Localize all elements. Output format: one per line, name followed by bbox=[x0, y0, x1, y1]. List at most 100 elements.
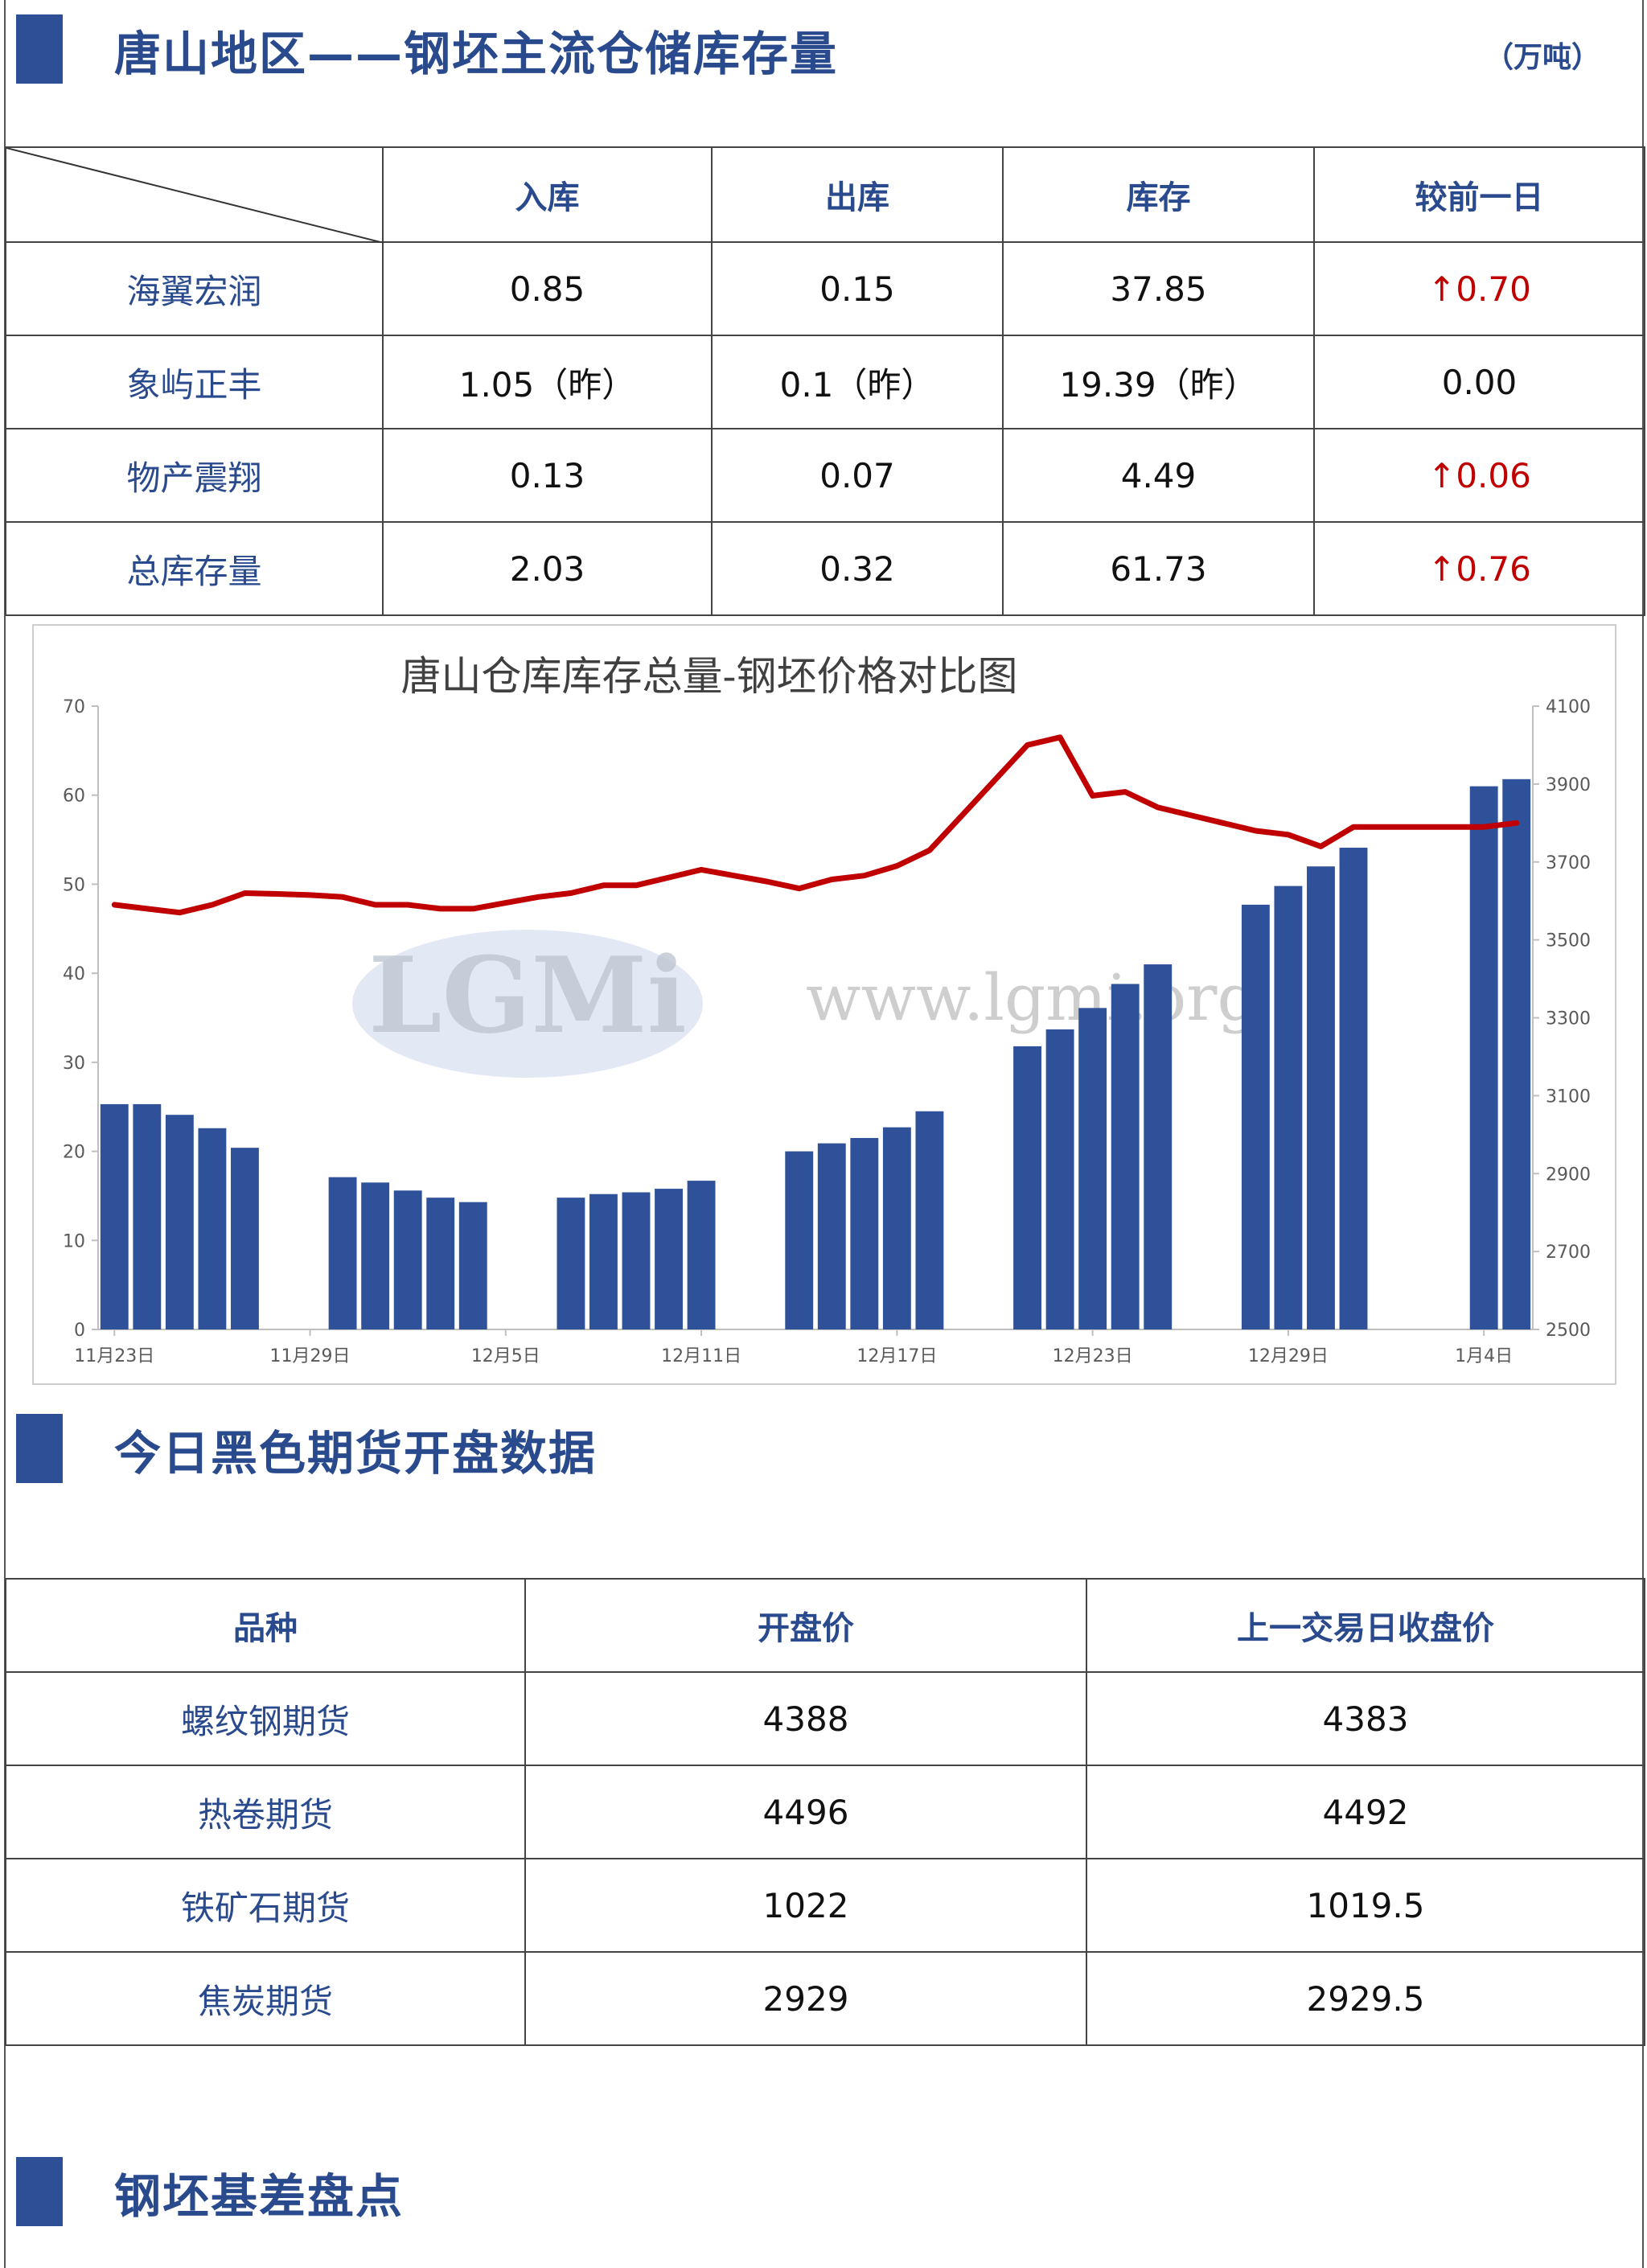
row-name: 焦炭期货 bbox=[5, 1951, 526, 2046]
inventory-bar bbox=[850, 1137, 879, 1329]
inventory-bar bbox=[1111, 984, 1140, 1329]
inventory-bar bbox=[100, 1103, 129, 1329]
table-header-row: 品种 开盘价 上一交易日收盘价 bbox=[5, 1578, 1645, 1673]
right-tick-label: 2500 bbox=[1546, 1321, 1591, 1341]
table-row: 焦炭期货 2929 2929.5 bbox=[5, 1951, 1645, 2046]
inventory-bar bbox=[1339, 848, 1368, 1329]
right-tick-label: 3900 bbox=[1546, 775, 1591, 795]
inventory-bar bbox=[1045, 1029, 1074, 1329]
x-tick-label: 12月11日 bbox=[661, 1346, 741, 1366]
left-tick-label: 0 bbox=[74, 1321, 85, 1341]
left-tick-label: 40 bbox=[63, 964, 85, 984]
inventory-bar bbox=[231, 1148, 259, 1329]
row-name: 物产震翔 bbox=[5, 428, 384, 523]
diagonal-corner-cell bbox=[5, 146, 384, 243]
section-title: 今日黑色期货开盘数据 bbox=[114, 1426, 598, 1481]
left-tick-label: 60 bbox=[63, 787, 85, 807]
cell-change: ↑0.76 bbox=[1313, 521, 1645, 616]
chart-title: 唐山仓库库存总量-钢坯价格对比图 bbox=[401, 653, 1018, 700]
watermark-text: www.lgmi.org bbox=[806, 960, 1259, 1035]
column-header: 较前一日 bbox=[1313, 146, 1645, 243]
inventory-bar bbox=[133, 1103, 162, 1329]
column-header: 品种 bbox=[5, 1578, 526, 1673]
inventory-bar bbox=[557, 1198, 585, 1329]
logo-text: LGMi bbox=[368, 934, 687, 1057]
section-marker-icon bbox=[16, 1414, 63, 1483]
cell-stock: 37.85 bbox=[1002, 241, 1315, 336]
x-tick-label: 11月23日 bbox=[74, 1346, 154, 1366]
inventory-bar bbox=[1241, 904, 1270, 1329]
inventory-bar bbox=[393, 1190, 422, 1329]
section-title: 唐山地区——钢坯主流仓储库存量 bbox=[114, 27, 839, 81]
section-title: 钢坯基差盘点 bbox=[114, 2169, 405, 2224]
x-tick-label: 12月23日 bbox=[1053, 1346, 1133, 1366]
x-tick-label: 11月29日 bbox=[270, 1346, 351, 1366]
diagonal-line bbox=[6, 148, 384, 243]
page-frame-left bbox=[4, 0, 6, 2268]
section-marker-icon bbox=[16, 2157, 63, 2226]
inventory-bar bbox=[198, 1128, 227, 1329]
x-tick-label: 12月29日 bbox=[1248, 1346, 1329, 1366]
column-header: 开盘价 bbox=[524, 1578, 1087, 1673]
table-row: 象屿正丰 1.05（昨） 0.1（昨） 19.39（昨） 0.00 bbox=[5, 335, 1645, 429]
inventory-bar bbox=[458, 1202, 487, 1329]
chart-price-line bbox=[111, 734, 1520, 916]
row-name: 螺纹钢期货 bbox=[5, 1671, 526, 1766]
inventory-price-chart: LGMi www.lgmi.org 唐山仓库库存总量-钢坯价格对比图 0 10 20… bbox=[32, 624, 1616, 1385]
section-header-inventory: 唐山地区——钢坯主流仓储库存量 （万吨） bbox=[0, 0, 1647, 97]
cell-stock: 19.39（昨） bbox=[1002, 335, 1315, 429]
column-header: 库存 bbox=[1002, 146, 1315, 243]
row-name: 象屿正丰 bbox=[5, 335, 384, 429]
inventory-bar bbox=[1144, 964, 1173, 1329]
row-name: 海翼宏润 bbox=[5, 241, 384, 336]
right-tick-label: 3700 bbox=[1546, 853, 1591, 873]
price-series-line bbox=[111, 734, 1520, 916]
section-header-basis: 钢坯基差盘点 bbox=[0, 2143, 1647, 2239]
inventory-bar bbox=[655, 1189, 683, 1329]
left-tick-label: 20 bbox=[63, 1143, 85, 1163]
table-row: 物产震翔 0.13 0.07 4.49 ↑0.06 bbox=[5, 428, 1645, 523]
watermark: LGMi www.lgmi.org bbox=[352, 930, 1259, 1078]
cell-prev-close: 4383 bbox=[1086, 1671, 1645, 1766]
cell-prev-close: 4492 bbox=[1086, 1765, 1645, 1859]
cell-in: 0.85 bbox=[382, 241, 713, 336]
cell-prev-close: 1019.5 bbox=[1086, 1858, 1645, 1953]
page-frame-right bbox=[1642, 0, 1644, 2268]
column-header: 出库 bbox=[711, 146, 1004, 243]
table-header-row: 入库 出库 库存 较前一日 bbox=[5, 146, 1645, 243]
inventory-bar bbox=[165, 1115, 194, 1329]
right-tick-label: 3100 bbox=[1546, 1087, 1591, 1107]
column-header: 上一交易日收盘价 bbox=[1086, 1578, 1645, 1673]
unit-label: （万吨） bbox=[1484, 41, 1600, 74]
cell-in: 0.13 bbox=[382, 428, 713, 523]
cell-change: ↑0.06 bbox=[1313, 428, 1645, 523]
right-tick-label: 2700 bbox=[1546, 1243, 1591, 1263]
row-name: 铁矿石期货 bbox=[5, 1858, 526, 1953]
table-row: 铁矿石期货 1022 1019.5 bbox=[5, 1858, 1645, 1953]
inventory-table: 入库 出库 库存 较前一日 海翼宏润 0.85 0.15 37.85 ↑0.70… bbox=[5, 146, 1645, 616]
column-header: 入库 bbox=[382, 146, 713, 243]
inventory-bar bbox=[361, 1182, 390, 1329]
inventory-bar bbox=[882, 1127, 911, 1329]
table-row: 螺纹钢期货 4388 4383 bbox=[5, 1671, 1645, 1766]
cell-in: 2.03 bbox=[382, 521, 713, 616]
right-tick-label: 3300 bbox=[1546, 1009, 1591, 1029]
cell-out: 0.1（昨） bbox=[711, 335, 1004, 429]
inventory-bar bbox=[1013, 1046, 1041, 1329]
cell-out: 0.32 bbox=[711, 521, 1004, 616]
left-tick-label: 50 bbox=[63, 875, 85, 895]
x-tick-label: 12月17日 bbox=[856, 1346, 937, 1366]
inventory-bar bbox=[1307, 866, 1335, 1329]
futures-table: 品种 开盘价 上一交易日收盘价 螺纹钢期货 4388 4383 热卷期货 449… bbox=[5, 1578, 1645, 2046]
cell-open: 4388 bbox=[524, 1671, 1087, 1766]
table-row: 海翼宏润 0.85 0.15 37.85 ↑0.70 bbox=[5, 241, 1645, 336]
inventory-bar bbox=[1469, 786, 1498, 1329]
cell-open: 4496 bbox=[524, 1765, 1087, 1859]
inventory-bar bbox=[328, 1177, 357, 1329]
cell-out: 0.15 bbox=[711, 241, 1004, 336]
section-marker-icon bbox=[16, 14, 63, 84]
left-tick-label: 10 bbox=[63, 1231, 85, 1251]
logo-ellipse bbox=[352, 930, 703, 1078]
right-tick-label: 4100 bbox=[1546, 697, 1591, 717]
left-tick-label: 30 bbox=[63, 1054, 85, 1074]
